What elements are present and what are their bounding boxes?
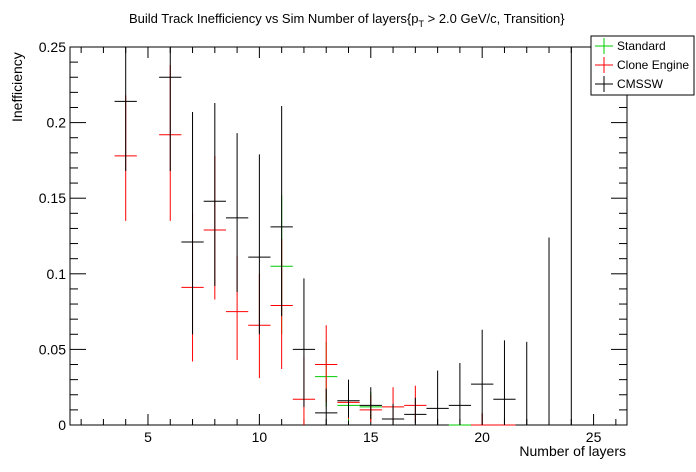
x-tick-label: 15 bbox=[363, 429, 379, 445]
data-point-cmssw bbox=[560, 47, 583, 426]
chart-title-subscript: T bbox=[419, 19, 425, 29]
data-point-cmssw bbox=[515, 341, 538, 426]
y-axis-label: Inefficiency bbox=[9, 52, 25, 122]
legend-item-standard: Standard bbox=[595, 38, 666, 54]
legend-label-clone-engine: Clone Engine bbox=[617, 58, 689, 72]
data-point-cmssw bbox=[225, 133, 249, 292]
data-point-cmssw bbox=[493, 340, 516, 425]
data-point-cmssw bbox=[537, 237, 561, 426]
y-tick-label: 0.15 bbox=[39, 190, 66, 206]
legend: Standard Clone Engine CMSSW bbox=[590, 35, 695, 96]
data-point-cmssw bbox=[381, 403, 405, 425]
legend-item-clone-engine: Clone Engine bbox=[595, 57, 689, 73]
chart-title-tail: > 2.0 GeV/c, Transition} bbox=[424, 11, 565, 26]
y-tick-label: 0 bbox=[58, 417, 66, 433]
data-point-cmssw bbox=[471, 329, 494, 425]
data-point-cmssw bbox=[337, 379, 360, 418]
x-tick-label: 25 bbox=[586, 429, 602, 445]
data-point-cmssw bbox=[248, 154, 271, 335]
axis-tick-labels: 5 10 15 20 25 0 0.05 0.1 0.15 0.2 0.25 bbox=[39, 39, 602, 445]
x-axis-label: Number of layers bbox=[519, 443, 626, 459]
data-point-cmssw bbox=[426, 370, 449, 425]
data-point-cmssw bbox=[159, 47, 182, 171]
legend-label-standard: Standard bbox=[617, 39, 666, 53]
y-tick-label: 0.2 bbox=[47, 115, 67, 131]
data-point-cmssw bbox=[404, 397, 427, 424]
data-point-cmssw bbox=[448, 363, 472, 425]
x-tick-label: 10 bbox=[252, 429, 268, 445]
x-tick-label: 20 bbox=[474, 429, 490, 445]
x-tick-label: 5 bbox=[144, 429, 152, 445]
data-point-cmssw bbox=[114, 47, 137, 171]
data-point-cmssw bbox=[181, 112, 204, 335]
data-point-cmssw bbox=[359, 387, 382, 419]
chart-title: Build Track Inefficiency vs Sim Number o… bbox=[129, 11, 565, 29]
data-point-cmssw bbox=[270, 105, 293, 317]
legend-item-cmssw: CMSSW bbox=[595, 76, 664, 92]
y-tick-label: 0.1 bbox=[47, 266, 67, 282]
data-point-cmssw bbox=[203, 102, 226, 286]
y-tick-label: 0.05 bbox=[39, 341, 66, 357]
data-point-cmssw bbox=[315, 388, 338, 425]
data-point-cmssw bbox=[292, 278, 316, 407]
legend-label-cmssw: CMSSW bbox=[617, 77, 664, 91]
data-marks bbox=[114, 47, 583, 426]
y-tick-label: 0.25 bbox=[39, 39, 66, 55]
